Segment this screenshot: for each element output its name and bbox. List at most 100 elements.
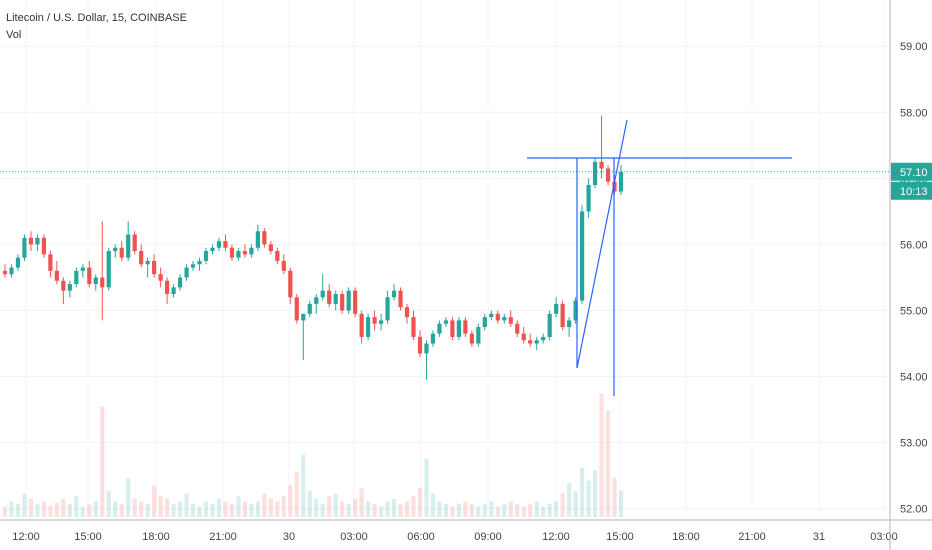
- candle-body: [605, 168, 611, 182]
- candle-body: [534, 340, 539, 344]
- volume-bar: [74, 496, 79, 517]
- candle-body: [113, 247, 118, 252]
- drawing-tools[interactable]: [0, 119, 890, 396]
- candle-body: [9, 267, 14, 275]
- candle-body: [618, 171, 624, 192]
- volume-bar: [340, 501, 345, 517]
- price-badges: 57.10 10:13: [891, 162, 932, 200]
- volume-bar: [353, 498, 358, 517]
- candle-body: [398, 290, 403, 308]
- candle-body: [288, 270, 293, 298]
- volume-bar: [476, 506, 481, 517]
- current-price-label: 57.10: [900, 167, 928, 179]
- volume-bar: [502, 504, 507, 517]
- candle-body: [592, 161, 598, 185]
- candle-body: [139, 251, 144, 265]
- volume-bar: [378, 506, 384, 517]
- candle-body: [132, 234, 137, 252]
- candle-body: [236, 251, 241, 258]
- candle-body: [184, 267, 189, 278]
- candle-body: [275, 251, 280, 261]
- candle-body: [353, 290, 358, 314]
- candle-body: [249, 247, 254, 255]
- volume-bar: [145, 504, 150, 517]
- candle-body: [463, 320, 468, 334]
- volume-bar: [314, 498, 319, 517]
- candle-body: [242, 251, 248, 255]
- candle-body: [437, 323, 442, 334]
- candle-body: [171, 287, 176, 294]
- volume-bar: [301, 454, 306, 517]
- price-tick-label: 52.00: [900, 504, 928, 516]
- volume-bar: [54, 502, 59, 517]
- volume-bar: [132, 498, 137, 517]
- volume-bar: [508, 501, 513, 517]
- candle-body: [476, 327, 481, 344]
- volume-bar: [80, 506, 85, 517]
- volume-bar: [612, 478, 617, 517]
- candle-body: [314, 297, 319, 304]
- candle-body: [216, 241, 222, 248]
- candle-body: [67, 284, 72, 291]
- candle-body: [372, 317, 377, 324]
- volume-bar: [528, 504, 533, 517]
- candle-body: [547, 313, 552, 337]
- volume-bar: [417, 488, 423, 517]
- candle-body: [223, 241, 228, 248]
- time-tick-label: 18:00: [142, 531, 170, 543]
- volume-bar: [67, 504, 72, 517]
- volume-bar: [385, 501, 390, 517]
- volume-bar: [126, 478, 131, 517]
- candle-body: [359, 313, 364, 337]
- candle-body: [346, 290, 351, 311]
- candle-body: [340, 293, 345, 311]
- time-tick-label: 31: [813, 531, 825, 543]
- volume-bar: [197, 506, 202, 517]
- volume-bar: [430, 493, 436, 517]
- candle-body: [567, 320, 572, 328]
- candle-body: [152, 260, 157, 275]
- candle-body: [333, 293, 338, 304]
- volume-bar: [391, 498, 397, 517]
- volume-bar: [411, 496, 416, 517]
- volume-bar: [165, 498, 170, 517]
- time-tick-label: 30: [283, 531, 295, 543]
- volume-bar: [35, 504, 40, 517]
- volume-bar: [450, 506, 455, 517]
- time-tick-label: 15:00: [74, 531, 102, 543]
- candle-body: [119, 247, 124, 258]
- candle-body: [456, 320, 461, 337]
- candle-body: [87, 267, 92, 285]
- volume-bar: [599, 393, 604, 517]
- candle-body: [165, 280, 170, 294]
- candle-body: [482, 317, 487, 328]
- price-tick-label: 54.00: [900, 372, 928, 384]
- candle-body: [106, 251, 111, 288]
- candle-body: [430, 333, 436, 344]
- candle-body: [443, 320, 449, 324]
- volume-bar: [372, 504, 377, 517]
- candle-body: [378, 320, 384, 324]
- volume-bar: [398, 504, 403, 517]
- volume-bar: [87, 504, 92, 517]
- candle-body: [366, 317, 371, 337]
- volume-bar: [366, 501, 371, 517]
- volume-bar: [41, 501, 47, 517]
- candle-body: [411, 317, 416, 337]
- time-tick-label: 06:00: [407, 531, 435, 543]
- candle-body: [294, 297, 299, 321]
- volume-bar: [579, 467, 585, 517]
- volume-bar: [307, 491, 312, 517]
- time-tick-label: 12:00: [542, 531, 570, 543]
- candles: [2, 115, 624, 380]
- candle-body: [469, 333, 474, 344]
- candle-body: [54, 270, 59, 281]
- volume-bar: [177, 501, 183, 517]
- countdown-badge: [891, 181, 932, 200]
- candle-body: [320, 290, 325, 298]
- volume-bar: [554, 501, 559, 517]
- candle-body: [515, 323, 520, 334]
- candle-body: [2, 270, 8, 275]
- volume-bar: [547, 504, 552, 517]
